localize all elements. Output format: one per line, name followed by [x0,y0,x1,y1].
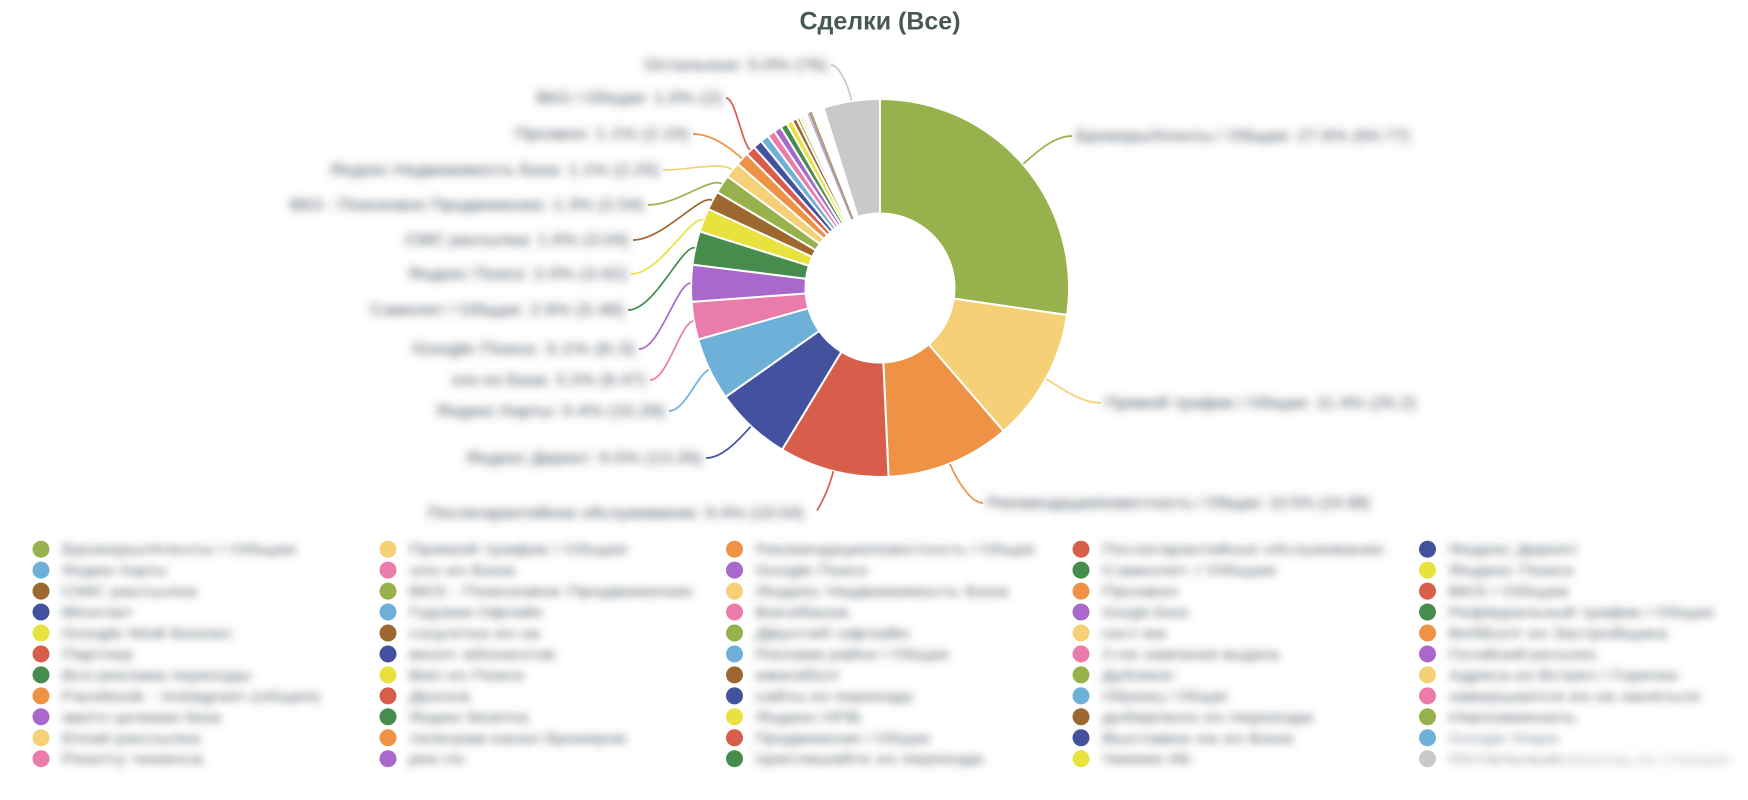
svg-text:завершается из-за заняться: завершается из-за заняться [1449,688,1700,704]
svg-text:Рефёрральный трафик / Общая: Рефёрральный трафик / Общая [1449,604,1714,620]
svg-text:ВКонтакт: ВКонтакт [62,604,134,620]
svg-text:Google База: Google База [1102,604,1188,620]
svg-text:ВКЗ / Общая: 1.0% (2): ВКЗ / Общая: 1.0% (2) [536,90,722,107]
svg-text:сист-ма: сист-ма [1102,625,1166,641]
svg-text:приглашайте из переезда: приглашайте из переезда [756,751,984,767]
svg-text:СМС рассылка: 1.6% (3.04): СМС рассылка: 1.6% (3.04) [405,232,629,249]
svg-text:Доска: Доска [409,688,470,704]
svg-text:соцсетка из-за: соцсетка из-за [409,625,540,641]
svg-text:Email рассылка: Email рассылка [62,730,200,746]
svg-text:Остальные: 5.0% (76): Остальные: 5.0% (76) [644,57,827,74]
svg-text:Google Мой Бизнес: Google Мой Бизнес [62,625,233,641]
svg-text:Яндекс Поиск: 2.0% (3.92): Яндекс Поиск: 2.0% (3.92) [408,266,627,283]
svg-text:Самолет / Общая: 2.9% (5.48): Самолет / Общая: 2.9% (5.48) [370,302,624,319]
svg-text:Брокеры/Агенты / Общая: Брокеры/Агенты / Общая [62,541,296,557]
svg-text:Google Поиск: 3.1% (6.3): Google Поиск: 3.1% (6.3) [412,341,635,358]
svg-text:ВКЗ - Поисковое Продвижение: 1: ВКЗ - Поисковое Продвижение: 1.3% (2.54) [290,197,644,214]
svg-text:Выставка на из База: Выставка на из База [1102,730,1293,746]
svg-text:вконт абонентов: вконт абонентов [409,646,555,662]
svg-text:Сделки (Все): Сделки (Все) [799,8,960,36]
svg-text:Годовая Офлайн: Годовая Офлайн [409,604,543,620]
svg-text:Продвижение / Общая: Продвижение / Общая [756,730,930,746]
svg-text:Самолет / Общая: Самолет / Общая [1102,562,1276,578]
svg-text:Дубликат: Дубликат [1102,667,1176,683]
svg-text:СМС рассылка: СМС рассылка [62,583,197,599]
svg-text:Яндекс Визитка: Яндекс Визитка [409,709,528,725]
svg-text:Рекомендации/известность / Общ: Рекомендации/известность / Общая: 10.5% … [987,495,1370,512]
svg-text:Образец / Общая: Образец / Общая [1102,688,1227,704]
svg-text:Вся реклама переходы: Вся реклама переходы [62,667,251,683]
svg-text:квизбот: квизбот [756,667,842,683]
svg-text:ВебБолт из Застройщика: ВебБолт из Застройщика [1449,625,1668,641]
svg-text:Двухтаб офлайн: Двухтаб офлайн [756,625,910,641]
svg-text:Яндекс Директ: 6.5% (13.26): Яндекс Директ: 6.5% (13.26) [466,450,702,467]
svg-text:Яндекс Недвижимость База: 1.1%: Яндекс Недвижимость База: 1.1% (2.25) [330,162,659,179]
svg-text:Прямой трафик / Общая: Прямой трафик / Общая [409,541,627,557]
svg-text:Послегарантийное обслуживание: Послегарантийное обслуживание [1102,541,1384,557]
svg-text:Рекомендации/известность / Общ: Рекомендации/известность / Общая [756,541,1035,557]
svg-text:Адреса из Встреч / Горячка: Адреса из Встреч / Горячка [1449,667,1678,683]
svg-text:Яндекс Недвижимость База: Яндекс Недвижимость База [756,583,1009,599]
svg-text:авито целевая база: авито целевая база [62,709,221,725]
svg-text:зло из База: 3.2% (6.47): зло из База: 3.2% (6.47) [451,372,646,389]
svg-text:Google Поиск: Google Поиск [756,562,869,578]
svg-text:Чаевая АБ: Чаевая АБ [1102,751,1191,767]
svg-text:Вип из Поиск: Вип из Поиск [409,667,525,683]
svg-text:телеграм канал Брокеров: телеграм канал Брокеров [409,730,626,746]
svg-text:2-гис кампания выдача: 2-гис кампания выдача [1102,646,1279,662]
svg-text:Напоминать: Напоминать [1449,709,1577,725]
svg-text:Прозвон: 1.1% (2.15): Прозвон: 1.1% (2.15) [515,126,689,143]
svg-text:Facebook - Instagram (общее): Facebook - Instagram (общее) [62,688,320,704]
svg-text:добавлено из переезда: добавлено из переезда [1102,709,1313,725]
svg-text:ВКЗ / Общая: ВКЗ / Общая [1449,583,1569,599]
svg-text:Партнер: Партнер [62,646,133,662]
svg-text:сайты из переезда: сайты из переезда [756,688,913,704]
svg-text:Прозвон: Прозвон [1102,583,1178,599]
svg-text:Остальные: Остальные [1449,751,1562,767]
svg-text:Послегарантийное обслуживание:: Послегарантийное обслуживание: 9.4% (19.… [427,505,804,522]
svg-text:рек-ло: рек-ло [409,751,465,767]
svg-text:зло из База: зло из База [409,562,515,578]
svg-text:Реалту чекинса: Реалту чекинса [62,751,203,767]
svg-text:Яндекс Поиск: Яндекс Поиск [1449,562,1575,578]
svg-text:ВКЗ - Поисковое Продвижение: ВКЗ - Поисковое Продвижение [409,583,693,599]
svg-text:Прямой трафик / Общая: 11.4% (: Прямой трафик / Общая: 11.4% (25.2) [1105,395,1416,412]
svg-text:Брокеры/Агенты / Общая: 27.6%: Брокеры/Агенты / Общая: 27.6% (64.77) [1076,128,1410,145]
svg-text:Яндекс Карты: 5.4% (10.28): Яндекс Карты: 5.4% (10.28) [436,403,665,420]
svg-text:Госсийский рассылка: Госсийский рассылка [1449,646,1596,662]
svg-text:Безбаза: Безбаза [756,604,849,620]
svg-text:Реклама район / Общая: Реклама район / Общая [756,646,949,662]
svg-text:Яндекс Директ: Яндекс Директ [1449,541,1580,557]
svg-text:Яндекс Карты: Яндекс Карты [62,562,167,578]
svg-text:Яндекс НПБ: Яндекс НПБ [756,709,862,725]
svg-text:переезд на станция: переезд на станция [1560,751,1730,767]
svg-text:Google Мара: Google Мара [1449,730,1559,746]
